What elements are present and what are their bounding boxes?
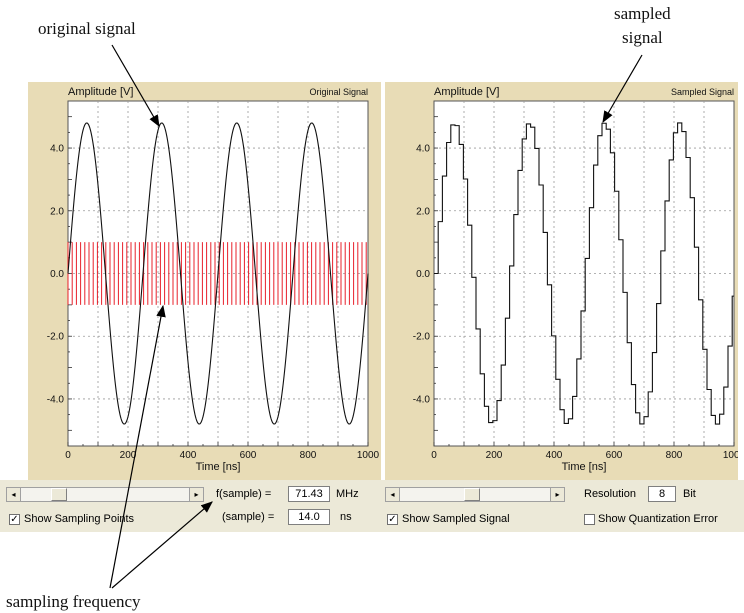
y-tick-label: -4.0 (413, 394, 431, 405)
y-axis-label: Amplitude [V] (68, 86, 134, 98)
y-tick-label: 4.0 (50, 144, 64, 155)
show-quantization-error-checkbox[interactable] (584, 514, 595, 525)
resolution-label: Resolution (584, 488, 636, 500)
x-tick-label: 0 (65, 450, 71, 461)
annotation-original-signal: original signal (38, 19, 136, 38)
show-quantization-error-label: Show Quantization Error (598, 513, 718, 525)
sampled-signal-chart: 4.0 2.0 0.0 -2.0 -4.0 0 200 400 600 800 1000 Time [… (413, 100, 738, 473)
y-axis-label: Amplitude [V] (434, 86, 500, 98)
resolution-scrollbar[interactable]: ◂ ▸ (385, 487, 565, 502)
y-tick-label: 2.0 (50, 206, 64, 217)
scroll-thumb[interactable] (51, 488, 67, 501)
y-tick-label: -2.0 (47, 332, 65, 343)
annotation-sampling-frequency: sampling frequency (6, 592, 141, 611)
fsample-field[interactable]: 71.43 (288, 486, 330, 502)
scroll-right-button[interactable]: ▸ (550, 488, 564, 501)
x-axis-label: Time [ns] (196, 461, 241, 473)
x-tick-label: 200 (486, 450, 503, 461)
original-signal-chart: 4.0 2.0 0.0 -2.0 -4.0 0 200 400 600 800 1000 Time [… (47, 100, 380, 473)
show-sampling-points-label: Show Sampling Points (24, 513, 135, 525)
show-sampling-points-checkbox[interactable]: ✓ (9, 514, 20, 525)
x-tick-label: 800 (300, 450, 317, 461)
x-axis-label: Time [ns] (562, 461, 607, 473)
y-tick-label: 2.0 (416, 206, 430, 217)
scroll-left-button[interactable]: ◂ (7, 488, 21, 501)
sampled-signal-panel: 4.0 2.0 0.0 -2.0 -4.0 0 200 400 600 800 1000 Time [… (385, 82, 738, 480)
sampling-rate-scrollbar[interactable]: ◂ ▸ (6, 487, 204, 502)
x-tick-label: 0 (431, 450, 437, 461)
chart-title: Sampled Signal (670, 87, 734, 97)
tsample-field[interactable]: 14.0 (288, 509, 330, 525)
y-tick-label: 0.0 (50, 269, 64, 280)
x-tick-label: 600 (240, 450, 257, 461)
x-tick-label: 400 (546, 450, 563, 461)
x-tick-label: 400 (180, 450, 197, 461)
y-tick-label: 0.0 (416, 269, 430, 280)
resolution-unit: Bit (683, 488, 696, 500)
x-tick-label: 1000 (357, 450, 380, 461)
y-tick-label: -2.0 (413, 332, 431, 343)
x-tick-label: 1000 (723, 450, 738, 461)
fsample-unit: MHz (336, 488, 359, 500)
annotation-sampled-signal-line1: sampled (614, 4, 671, 23)
show-sampled-signal-label: Show Sampled Signal (402, 513, 510, 525)
tsample-label: (sample) = (222, 511, 275, 523)
y-tick-label: 4.0 (416, 144, 430, 155)
x-tick-label: 800 (666, 450, 683, 461)
x-tick-label: 600 (606, 450, 623, 461)
fsample-label: f(sample) = (216, 488, 272, 500)
sampled-signal-series (434, 122, 734, 425)
scroll-thumb[interactable] (464, 488, 480, 501)
resolution-field[interactable]: 8 (648, 486, 676, 502)
y-tick-label: -4.0 (47, 394, 65, 405)
original-signal-panel: 4.0 2.0 0.0 -2.0 -4.0 0 200 400 600 800 1000 Time [… (28, 82, 381, 480)
tsample-unit: ns (340, 511, 352, 523)
scroll-right-button[interactable]: ▸ (189, 488, 203, 501)
show-sampled-signal-checkbox[interactable]: ✓ (387, 514, 398, 525)
chart-title: Original Signal (309, 87, 368, 97)
scroll-left-button[interactable]: ◂ (386, 488, 400, 501)
controls-bar: ◂ ▸ ✓ Show Sampling Points f(sample) = 7… (0, 480, 744, 532)
x-tick-label: 200 (120, 450, 137, 461)
annotation-sampled-signal-line2: signal (622, 28, 663, 47)
